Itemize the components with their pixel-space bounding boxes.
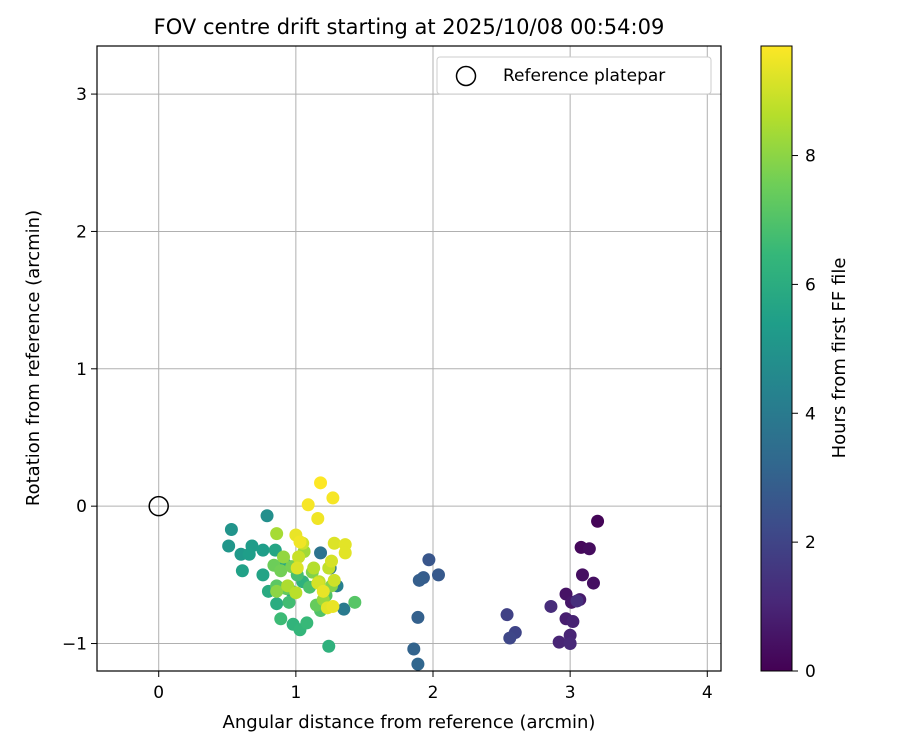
y-tick-label: 0 [76,497,87,517]
data-point [316,584,330,598]
x-tick-label: 1 [290,683,301,703]
data-point [566,615,580,629]
data-point [224,523,238,537]
data-point [293,535,307,549]
data-point [314,476,328,490]
x-tick-label: 4 [702,683,713,703]
data-point [301,498,315,512]
colorbar-tick-label: 8 [805,147,816,167]
data-point [270,584,284,598]
data-point [337,602,351,616]
data-point [431,568,445,582]
data-point [222,539,236,553]
y-axis-label: Rotation from reference (arcmin) [23,210,44,506]
data-point [270,527,284,541]
data-point [326,491,340,505]
y-tick-label: 2 [76,222,87,242]
data-point [327,573,341,587]
data-point [325,554,339,568]
data-point [327,536,341,550]
legend-box [436,56,712,95]
data-point [500,608,514,622]
data-point [552,635,566,649]
data-point [544,599,558,613]
legend-label: Reference platepar [503,66,665,86]
colorbar-tick-label: 4 [805,404,816,424]
data-point [307,561,321,575]
data-point [411,657,425,671]
data-point [235,564,249,578]
data-point [582,542,596,556]
data-point [338,546,352,560]
x-tick-label: 0 [153,683,164,703]
colorbar-tick-label: 2 [805,533,816,553]
data-point [322,639,336,653]
data-point [242,547,256,561]
data-point [503,631,517,645]
x-tick-label: 2 [428,683,439,703]
y-tick-label: 1 [76,360,87,380]
data-point [570,594,584,608]
data-point [348,595,362,609]
y-axis-ticks: −1 0 1 2 3 [62,85,97,655]
data-point [274,612,288,626]
data-point [256,543,270,557]
data-point [292,550,306,564]
data-point [277,550,291,564]
data-point [311,512,325,526]
colorbar-tick-label: 6 [805,275,816,295]
x-axis-ticks: 0 1 2 3 4 [153,671,713,703]
data-point [591,514,605,528]
data-point [575,568,589,582]
legend: Reference platepar [436,56,712,95]
colorbar: 0 2 4 6 8 [760,45,816,682]
data-point [274,564,288,578]
colorbar-tick-label: 0 [805,662,816,682]
y-tick-label: 3 [76,85,87,105]
data-point [326,599,340,613]
colorbar-label: Hours from first FF file [829,258,850,459]
chart-title: FOV centre drift starting at 2025/10/08 … [154,15,665,39]
data-point [412,573,426,587]
data-point [422,553,436,567]
data-point [300,616,314,630]
data-point [314,546,328,560]
data-point [256,568,270,582]
data-point [563,637,577,651]
data-point [411,610,425,624]
reference-point-marker [148,495,169,517]
data-point [260,509,274,523]
legend-marker-icon [455,65,477,87]
data-point [290,561,304,575]
data-points [222,476,605,671]
reference-layer [148,495,169,517]
colorbar-gradient [760,45,793,672]
x-axis-label: Angular distance from reference (arcmin) [223,712,596,733]
x-tick-label: 3 [565,683,576,703]
data-point [289,586,303,600]
plot-frame [96,45,722,672]
data-point [282,595,296,609]
data-point [586,576,600,590]
data-point [407,642,421,656]
y-tick-label: −1 [62,635,87,655]
data-point [270,597,284,611]
